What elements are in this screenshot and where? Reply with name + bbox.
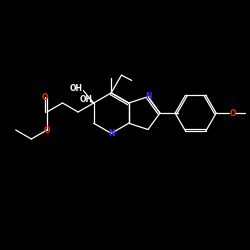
Text: N: N	[145, 92, 151, 101]
Text: O: O	[41, 92, 48, 102]
Text: O: O	[44, 126, 50, 134]
Text: O: O	[229, 108, 236, 118]
Text: N: N	[108, 129, 114, 138]
Text: OH: OH	[70, 84, 83, 93]
Text: OH: OH	[80, 95, 93, 104]
